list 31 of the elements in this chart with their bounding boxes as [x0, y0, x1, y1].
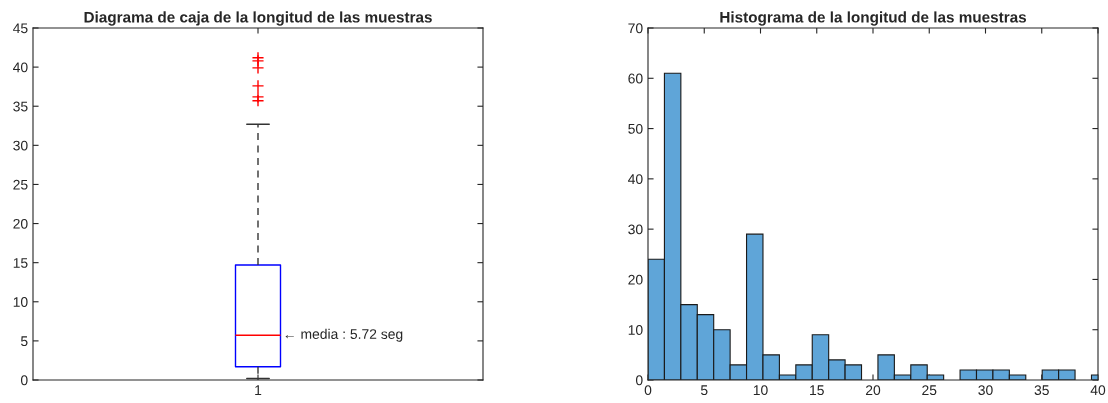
y-tick-label: 0 — [635, 375, 643, 386]
chart-title: Histograma de la longitud de las muestras — [720, 11, 1027, 26]
y-tick-label: 45 — [13, 23, 28, 34]
y-tick-label: 20 — [628, 274, 643, 285]
y-tick-label: 40 — [13, 62, 28, 73]
y-tick-label: 60 — [628, 73, 643, 84]
y-tick-label: 40 — [628, 174, 643, 185]
x-tick-label: 25 — [922, 385, 937, 396]
y-tick-label: 20 — [13, 218, 28, 229]
x-tick-label: 15 — [810, 385, 824, 396]
y-tick-label: 30 — [13, 140, 28, 151]
y-tick-label: 10 — [628, 325, 643, 335]
y-tick-label: 5 — [20, 336, 28, 347]
x-tick-label: 30 — [978, 385, 993, 396]
x-tick-label: 35 — [1034, 385, 1049, 396]
y-tick-label: 0 — [20, 375, 28, 386]
x-tick-label: 5 — [700, 385, 708, 396]
y-tick-label: 35 — [13, 101, 28, 112]
y-tick-label: 10 — [13, 297, 28, 307]
y-tick-label: 50 — [628, 123, 643, 134]
y-tick-label: 70 — [628, 23, 643, 34]
y-tick-label: 25 — [13, 179, 28, 190]
x-tick-label: 0 — [644, 385, 652, 396]
x-tick-label: 1 — [255, 385, 262, 395]
annotation: ← media : 5.72 seg — [285, 328, 403, 342]
x-tick-label: 10 — [753, 385, 768, 396]
x-tick-label: 40 — [1090, 385, 1106, 396]
chart-title: Diagrama de caja de la longitud de las muestras — [84, 11, 432, 26]
x-tick-label: 20 — [865, 385, 881, 396]
y-tick-label: 30 — [628, 224, 643, 235]
y-tick-label: 15 — [13, 258, 28, 268]
